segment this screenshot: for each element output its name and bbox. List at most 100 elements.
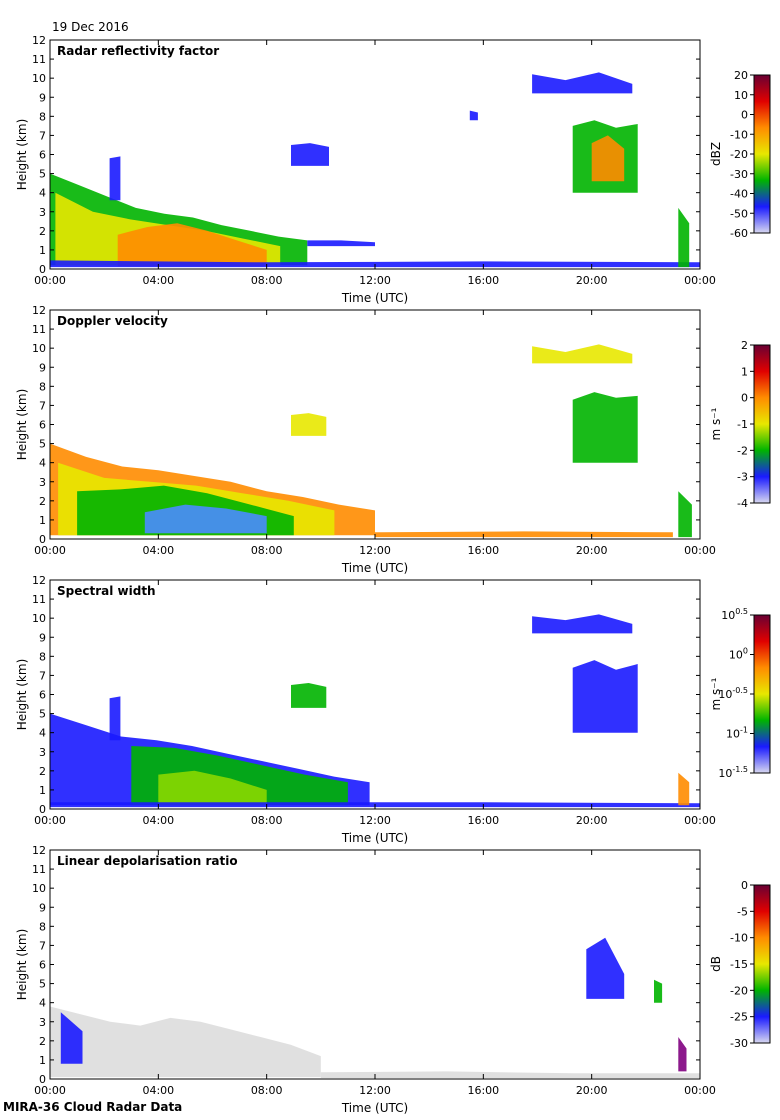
colorbar-label: m s⁻¹: [709, 407, 723, 440]
panel-title: Linear depolarisation ratio: [57, 854, 238, 868]
x-axis-label: Time (UTC): [341, 1101, 408, 1115]
x-tick-label: 16:00: [467, 274, 499, 287]
y-tick-label: 10: [32, 342, 46, 355]
colorbar-tick-label: -30: [730, 1037, 748, 1050]
colorbar-tick-label: 100.5: [721, 607, 748, 622]
x-tick-label: 20:00: [576, 274, 608, 287]
echo-region-6: [291, 413, 327, 436]
colorbar-tick-label: -60: [730, 227, 748, 240]
y-tick-label: 6: [39, 149, 46, 162]
x-tick-label: 16:00: [467, 544, 499, 557]
y-tick-label: 3: [39, 746, 46, 759]
y-tick-label: 11: [32, 863, 46, 876]
y-tick-label: 6: [39, 959, 46, 972]
colorbar-tick-label: 10-0.5: [718, 686, 748, 701]
colorbar: [753, 884, 771, 1044]
x-tick-label: 04:00: [142, 814, 174, 827]
echo-region-5: [291, 683, 327, 708]
y-tick-label: 11: [32, 323, 46, 336]
panel-1: Radar reflectivity factor012345678910111…: [15, 34, 771, 305]
x-tick-label: 00:00: [684, 1084, 716, 1097]
y-axis-label: Height (km): [15, 389, 29, 460]
x-tick-label: 00:00: [34, 274, 66, 287]
y-tick-label: 7: [39, 669, 46, 682]
y-tick-label: 0: [39, 263, 46, 276]
echo-region-7: [572, 392, 638, 463]
y-tick-label: 7: [39, 129, 46, 142]
echo-region-8: [532, 614, 633, 634]
y-tick-label: 1: [39, 514, 46, 527]
y-tick-label: 9: [39, 361, 46, 374]
colorbar-tick-label: 0: [741, 109, 748, 122]
y-tick-label: 11: [32, 53, 46, 66]
date-label: 19 Dec 2016: [52, 20, 129, 34]
x-tick-label: 00:00: [684, 274, 716, 287]
x-tick-label: 08:00: [251, 274, 283, 287]
echo-region-4: [586, 937, 625, 999]
y-tick-label: 2: [39, 495, 46, 508]
x-tick-label: 12:00: [359, 544, 391, 557]
x-tick-label: 00:00: [684, 814, 716, 827]
y-tick-label: 11: [32, 593, 46, 606]
echo-region-9: [678, 772, 690, 806]
echo-region-5: [50, 260, 700, 268]
x-tick-label: 08:00: [251, 1084, 283, 1097]
y-tick-label: 8: [39, 380, 46, 393]
colorbar-tick-label: 10: [734, 89, 748, 102]
y-tick-label: 3: [39, 1016, 46, 1029]
y-tick-label: 3: [39, 206, 46, 219]
x-tick-label: 20:00: [576, 544, 608, 557]
y-tick-label: 2: [39, 225, 46, 238]
x-tick-label: 00:00: [34, 544, 66, 557]
y-tick-label: 5: [39, 168, 46, 181]
colorbar-tick-label: -25: [730, 1011, 748, 1024]
x-tick-label: 00:00: [684, 544, 716, 557]
echo-region-6: [291, 143, 329, 166]
y-tick-label: 9: [39, 901, 46, 914]
colorbar-tick-label: -3: [737, 471, 748, 484]
y-tick-label: 5: [39, 708, 46, 721]
y-tick-label: 4: [39, 997, 46, 1010]
colorbar-tick-label: -40: [730, 188, 748, 201]
y-tick-label: 4: [39, 727, 46, 740]
y-tick-label: 1: [39, 1054, 46, 1067]
colorbar-tick-label: 10-1.5: [718, 765, 748, 780]
echo-region-10: [532, 72, 633, 94]
x-tick-label: 20:00: [576, 1084, 608, 1097]
panel-title: Radar reflectivity factor: [57, 44, 219, 58]
footer-label: MIRA-36 Cloud Radar Data: [3, 1100, 183, 1114]
echo-region-6: [109, 696, 121, 741]
y-tick-label: 4: [39, 457, 46, 470]
echo-region-1: [50, 1006, 321, 1078]
y-tick-label: 8: [39, 650, 46, 663]
y-axis-label: Height (km): [15, 929, 29, 1000]
colorbar-tick-label: 0: [741, 879, 748, 892]
echo-region-5: [654, 979, 663, 1003]
y-tick-label: 12: [32, 574, 46, 587]
y-tick-label: 2: [39, 1035, 46, 1048]
colorbar-tick-label: 1: [741, 365, 748, 378]
x-tick-label: 16:00: [467, 814, 499, 827]
colorbar-label: dB: [709, 956, 723, 972]
x-tick-label: 12:00: [359, 1084, 391, 1097]
echo-region-3: [158, 770, 267, 806]
echo-region-6: [678, 1037, 687, 1072]
colorbar-label: dBZ: [709, 142, 723, 166]
y-tick-label: 0: [39, 803, 46, 816]
x-tick-label: 00:00: [34, 814, 66, 827]
y-tick-label: 4: [39, 187, 46, 200]
y-tick-label: 12: [32, 34, 46, 47]
echo-region-2: [320, 1071, 700, 1078]
x-tick-label: 08:00: [251, 544, 283, 557]
echo-region-9: [678, 491, 692, 538]
colorbar-tick-label: -1: [737, 418, 748, 431]
y-tick-label: 3: [39, 476, 46, 489]
x-tick-label: 08:00: [251, 814, 283, 827]
panel-title: Doppler velocity: [57, 314, 168, 328]
colorbar-tick-label: -5: [737, 905, 748, 918]
echo-region-7: [572, 660, 638, 733]
echo-region-5: [375, 531, 673, 538]
